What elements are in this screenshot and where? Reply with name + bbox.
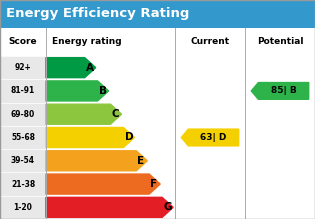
- Bar: [0, 79, 46, 102]
- Text: 81-91: 81-91: [11, 87, 35, 95]
- Text: F: F: [150, 179, 158, 189]
- Text: 55-68: 55-68: [11, 133, 35, 142]
- Text: 69-80: 69-80: [11, 110, 35, 119]
- Text: 39-54: 39-54: [11, 156, 35, 165]
- Bar: [0, 196, 46, 219]
- Text: 92+: 92+: [14, 63, 32, 72]
- Bar: [0, 149, 46, 172]
- Text: Potential: Potential: [257, 37, 303, 46]
- Text: Current: Current: [191, 37, 230, 46]
- Text: G: G: [163, 202, 172, 212]
- Polygon shape: [46, 174, 160, 194]
- Text: Energy Efficiency Rating: Energy Efficiency Rating: [6, 7, 189, 21]
- Text: 21-38: 21-38: [11, 180, 35, 189]
- Text: 63| D: 63| D: [200, 133, 227, 142]
- Bar: [0, 0, 315, 28]
- Text: C: C: [112, 109, 119, 119]
- Polygon shape: [46, 127, 135, 148]
- Polygon shape: [181, 129, 239, 146]
- Polygon shape: [251, 83, 309, 99]
- Text: A: A: [86, 63, 94, 73]
- Bar: [0, 102, 46, 126]
- Text: 85| B: 85| B: [271, 87, 296, 95]
- Text: Score: Score: [9, 37, 37, 46]
- Bar: [0, 28, 315, 56]
- Polygon shape: [46, 151, 147, 171]
- Polygon shape: [46, 81, 109, 101]
- Text: E: E: [137, 156, 145, 166]
- Text: D: D: [124, 132, 133, 143]
- Text: 1-20: 1-20: [14, 203, 32, 212]
- Polygon shape: [46, 104, 122, 124]
- Text: B: B: [99, 86, 107, 96]
- Polygon shape: [46, 58, 96, 78]
- Bar: [0, 126, 46, 149]
- Polygon shape: [46, 197, 173, 217]
- Text: Energy rating: Energy rating: [52, 37, 122, 46]
- Bar: [0, 172, 46, 196]
- Bar: [0, 56, 46, 79]
